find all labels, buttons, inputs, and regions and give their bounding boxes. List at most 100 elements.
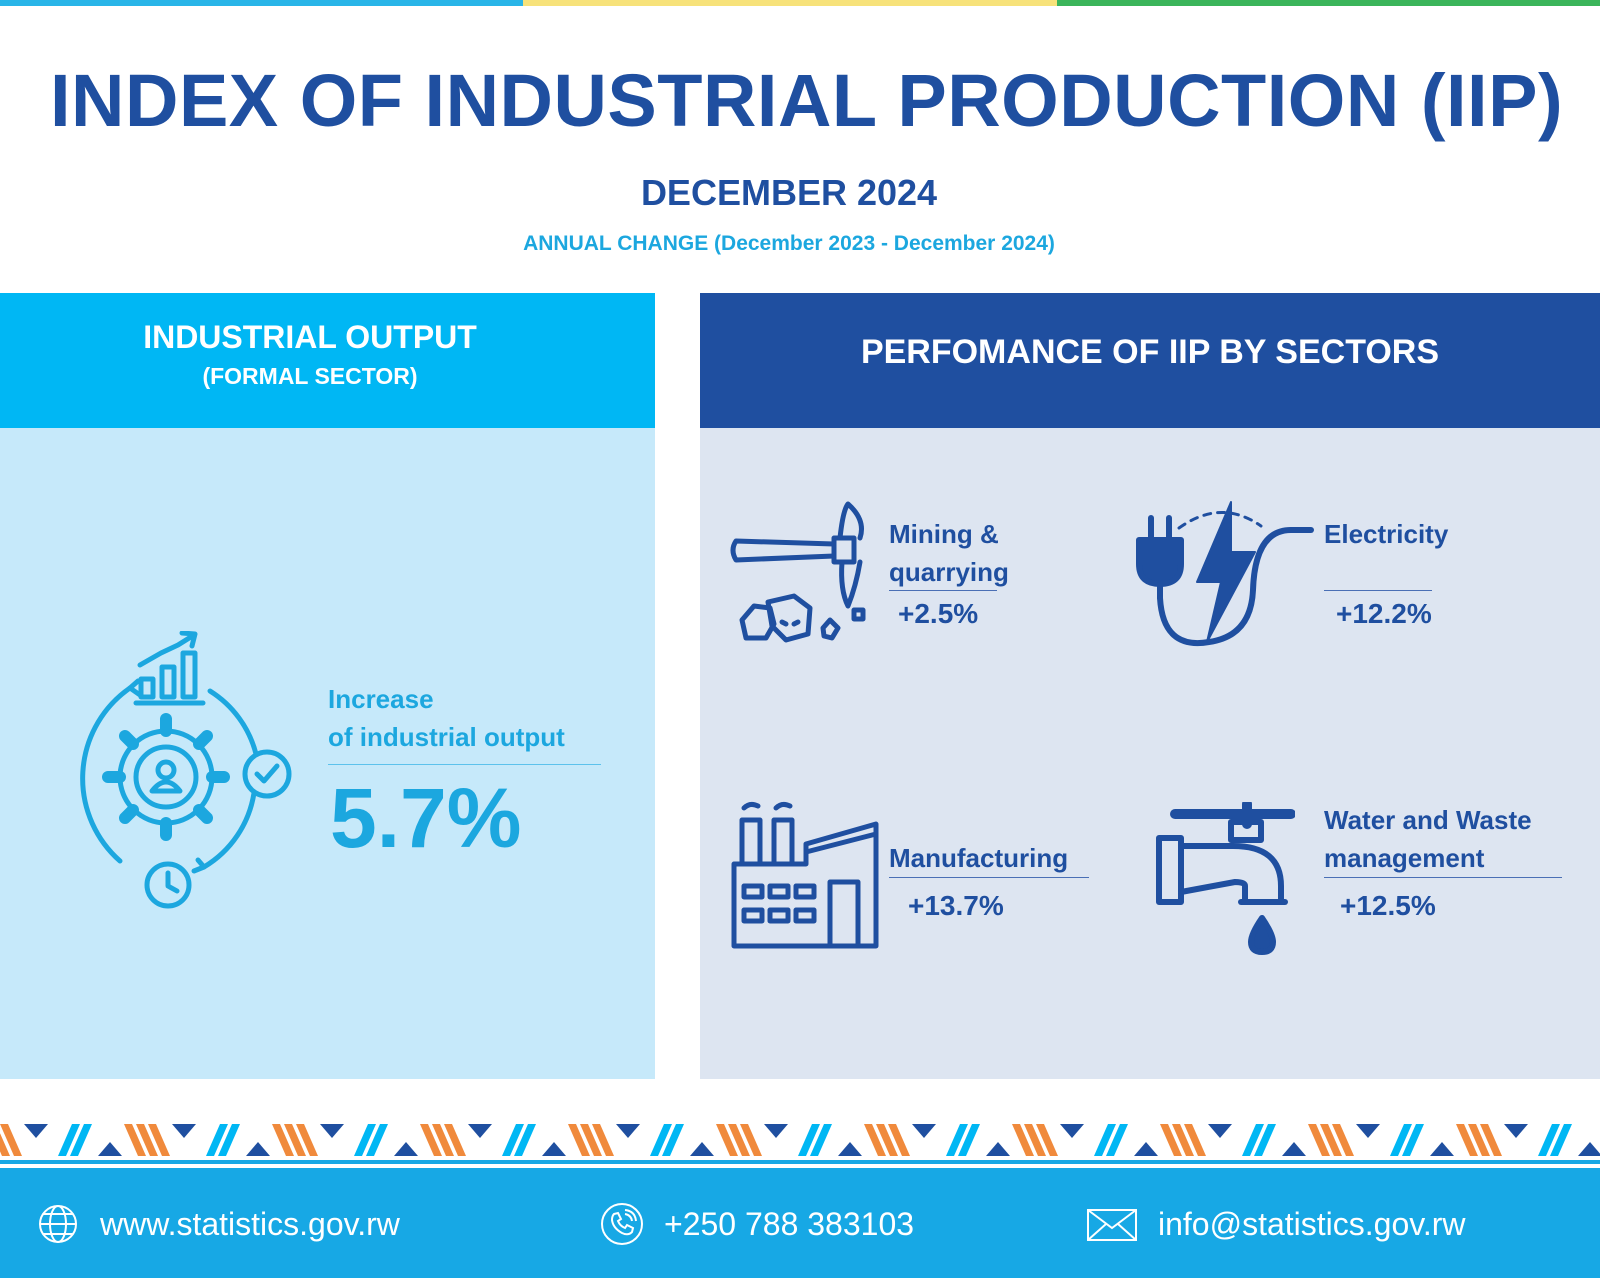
pattern-shape <box>272 1124 294 1156</box>
phone-link[interactable]: +250 788 383103 <box>600 1202 914 1246</box>
footer: www.statistics.gov.rw +250 788 383103 in… <box>0 1168 1600 1278</box>
pattern-shape <box>876 1124 898 1156</box>
water-divider <box>1324 877 1562 878</box>
pattern-shape <box>764 1124 788 1138</box>
pattern-shape <box>502 1124 524 1156</box>
pattern-shape <box>568 1124 590 1156</box>
email-text: info@statistics.gov.rw <box>1158 1205 1466 1242</box>
pattern-shape <box>1456 1124 1478 1156</box>
pattern-shape <box>420 1124 442 1156</box>
output-divider <box>328 764 601 765</box>
pattern-shape <box>468 1124 492 1138</box>
pattern-shape <box>986 1142 1010 1156</box>
pattern-shape <box>1254 1124 1276 1156</box>
pattern-shape <box>444 1124 466 1156</box>
pattern-shape <box>1308 1124 1330 1156</box>
pattern-shape <box>320 1124 344 1138</box>
pattern-shape <box>58 1124 80 1156</box>
pattern-shape <box>1550 1124 1572 1156</box>
pattern-shape <box>1106 1124 1128 1156</box>
output-value: 5.7% <box>330 771 522 865</box>
sectors-heading: PERFOMANCE OF IIP BY SECTORS <box>860 333 1440 371</box>
factory-icon <box>731 801 879 949</box>
pattern-shape <box>1172 1124 1194 1156</box>
pattern-shape <box>1060 1124 1084 1138</box>
pattern-shape <box>592 1124 614 1156</box>
electricity-label: Electricity <box>1324 519 1449 549</box>
period-title: DECEMBER 2024 <box>640 172 938 213</box>
phone-text: +250 788 383103 <box>664 1205 915 1242</box>
pattern-shape <box>542 1142 566 1156</box>
electricity-value: +12.2% <box>1336 598 1432 629</box>
pattern-shape <box>70 1124 92 1156</box>
water-label-line1: Water and Waste <box>1324 805 1532 835</box>
top-accent-blue <box>0 0 523 6</box>
pattern-shape <box>662 1124 684 1156</box>
pattern-shape <box>284 1124 306 1156</box>
pattern-shape <box>206 1124 228 1156</box>
pattern-shape <box>218 1124 240 1156</box>
water-value: +12.5% <box>1340 890 1436 921</box>
manufacturing-label: Manufacturing <box>889 843 1069 873</box>
pattern-shape <box>740 1124 762 1156</box>
pattern-shape <box>1578 1142 1600 1156</box>
phone-icon <box>601 1203 643 1245</box>
top-accent-yellow <box>523 0 1057 6</box>
pattern-shape <box>690 1142 714 1156</box>
manufacturing-value: +13.7% <box>908 890 1004 921</box>
mining-label-line1: Mining & <box>889 519 999 549</box>
pattern-shape <box>728 1124 750 1156</box>
pattern-shape <box>514 1124 536 1156</box>
pattern-shape <box>172 1124 196 1138</box>
pattern-shape <box>1282 1142 1306 1156</box>
pickaxe-icon <box>730 501 866 643</box>
pattern-shape <box>912 1124 936 1138</box>
pattern-shape <box>366 1124 388 1156</box>
pattern-shape <box>946 1124 968 1156</box>
pattern-shape <box>810 1124 832 1156</box>
pattern-shape <box>98 1142 122 1156</box>
email-link[interactable]: info@statistics.gov.rw <box>1086 1202 1466 1246</box>
pattern-shape <box>798 1124 820 1156</box>
water-tap-icon <box>1156 802 1295 955</box>
pattern-shape <box>1430 1142 1454 1156</box>
pattern-shape <box>1332 1124 1354 1156</box>
pattern-shape <box>1160 1124 1182 1156</box>
pattern-shape <box>24 1124 48 1138</box>
pattern-shape <box>1134 1142 1158 1156</box>
website-link[interactable]: www.statistics.gov.rw <box>36 1202 400 1246</box>
pattern-shape <box>1402 1124 1424 1156</box>
mining-divider <box>889 590 997 591</box>
pattern-shape <box>1012 1124 1034 1156</box>
pattern-shape <box>838 1142 862 1156</box>
pattern-shape <box>124 1124 146 1156</box>
pattern-shape <box>1036 1124 1058 1156</box>
industrial-output-panel <box>0 428 655 1079</box>
pattern-shape <box>616 1124 640 1138</box>
website-text: www.statistics.gov.rw <box>100 1205 400 1242</box>
pattern-shape <box>716 1124 738 1156</box>
pattern-shape <box>1480 1124 1502 1156</box>
pattern-shape <box>650 1124 672 1156</box>
industrial-output-subheading: (FORMAL SECTOR) <box>202 363 418 389</box>
pattern-shape <box>1320 1124 1342 1156</box>
page-title: INDEX OF INDUSTRIAL PRODUCTION (IIP) <box>50 59 1564 142</box>
mining-value: +2.5% <box>898 598 979 629</box>
pattern-shape <box>958 1124 980 1156</box>
output-label-line2: of industrial output <box>328 722 565 752</box>
pattern-shape <box>1208 1124 1232 1138</box>
pattern-shape <box>1094 1124 1116 1156</box>
pattern-shape <box>580 1124 602 1156</box>
pattern-shape <box>1504 1124 1528 1138</box>
mining-label-line2: quarrying <box>889 557 1009 587</box>
pattern-shape <box>1468 1124 1490 1156</box>
footer-top-line <box>0 1160 1600 1164</box>
output-label-line1: Increase <box>328 684 434 714</box>
decorative-pattern <box>0 1124 1600 1156</box>
pattern-shape <box>864 1124 886 1156</box>
pattern-shape <box>394 1142 418 1156</box>
pattern-shape <box>0 1124 22 1156</box>
globe-icon <box>39 1205 77 1243</box>
pattern-shape <box>432 1124 454 1156</box>
electricity-divider <box>1324 590 1432 591</box>
